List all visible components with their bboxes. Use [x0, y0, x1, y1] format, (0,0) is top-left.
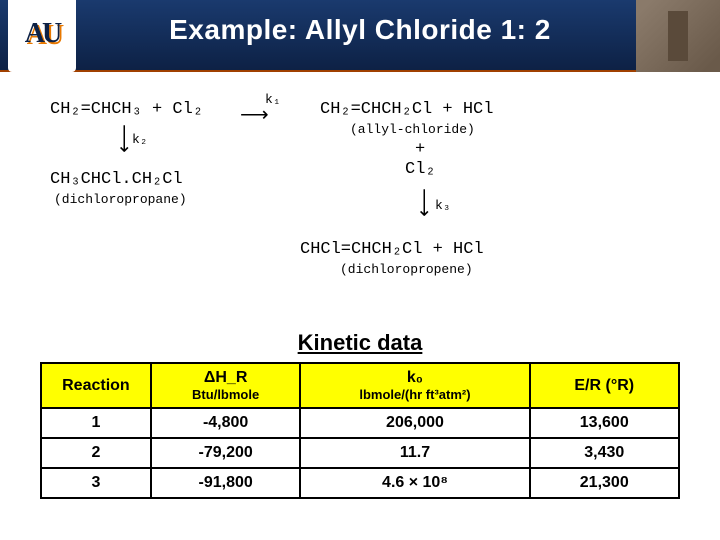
cell-dhr: -91,800 — [151, 468, 301, 498]
arrow-down-icon: ⟶ — [112, 124, 137, 153]
label-allyl-chloride: (allyl-chloride) — [350, 122, 475, 137]
cell-er: 13,600 — [530, 408, 680, 438]
cell-dhr: -79,200 — [151, 438, 301, 468]
table-row: 3 -91,800 4.6 × 10⁸ 21,300 — [41, 468, 679, 498]
arrow-right-icon: ⟶ — [240, 102, 269, 127]
table-header-row: Reaction ΔH_R Btu/lbmole k₀ lbmole/(hr f… — [41, 363, 679, 408]
cell-ko: 4.6 × 10⁸ — [300, 468, 529, 498]
product-allyl-chloride: CH₂=CHCH₂Cl + HCl — [320, 100, 493, 119]
ko-symbol: k₀ — [309, 369, 520, 387]
cell-ko: 11.7 — [300, 438, 529, 468]
col-ko: k₀ lbmole/(hr ft³atm²) — [300, 363, 529, 408]
cell-er: 21,300 — [530, 468, 680, 498]
col-reaction: Reaction — [41, 363, 151, 408]
reactant-propene-cl2: CH₂=CHCH₃ + Cl₂ — [50, 100, 203, 119]
cell-ko: 206,000 — [300, 408, 529, 438]
col-er: E/R (°R) — [530, 363, 680, 408]
cell-reaction-n: 1 — [41, 408, 151, 438]
product-dichloropropene: CHCl=CHCH₂Cl + HCl — [300, 240, 484, 259]
product-dichloropropane: CH₃CHCl.CH₂Cl — [50, 170, 183, 189]
ko-unit: lbmole/(hr ft³atm²) — [309, 387, 520, 402]
plus-sign-1: + — [415, 140, 425, 159]
slide-content: CH₂=CHCH₃ + Cl₂ k₁ ⟶ CH₂=CHCH₂Cl + HCl (… — [0, 72, 720, 499]
slide-title: Example: Allyl Chloride 1: 2 — [0, 14, 720, 46]
slide-header: AU Example: Allyl Chloride 1: 2 — [0, 0, 720, 72]
cl2-intermediate: Cl₂ — [405, 160, 436, 179]
kinetic-data-table: Reaction ΔH_R Btu/lbmole k₀ lbmole/(hr f… — [40, 362, 680, 499]
arrow-down-icon-2: ⟶ — [412, 188, 437, 217]
cell-reaction-n: 2 — [41, 438, 151, 468]
cell-dhr: -4,800 — [151, 408, 301, 438]
campus-photo — [636, 0, 720, 72]
table-body: 1 -4,800 206,000 13,600 2 -79,200 11.7 3… — [41, 408, 679, 498]
table-row: 1 -4,800 206,000 13,600 — [41, 408, 679, 438]
reaction-diagram: CH₂=CHCH₃ + Cl₂ k₁ ⟶ CH₂=CHCH₂Cl + HCl (… — [40, 90, 680, 320]
table-row: 2 -79,200 11.7 3,430 — [41, 438, 679, 468]
kinetic-data-heading: Kinetic data — [30, 330, 690, 356]
delta-hr-unit: Btu/lbmole — [160, 387, 292, 402]
cell-er: 3,430 — [530, 438, 680, 468]
rate-constant-k3: k₃ — [435, 198, 451, 213]
label-dichloropropene: (dichloropropene) — [340, 262, 473, 277]
label-dichloropropane: (dichloropropane) — [54, 192, 187, 207]
delta-hr-symbol: ΔH_R — [160, 369, 292, 387]
col-delta-hr: ΔH_R Btu/lbmole — [151, 363, 301, 408]
tower-icon — [668, 11, 688, 61]
cell-reaction-n: 3 — [41, 468, 151, 498]
